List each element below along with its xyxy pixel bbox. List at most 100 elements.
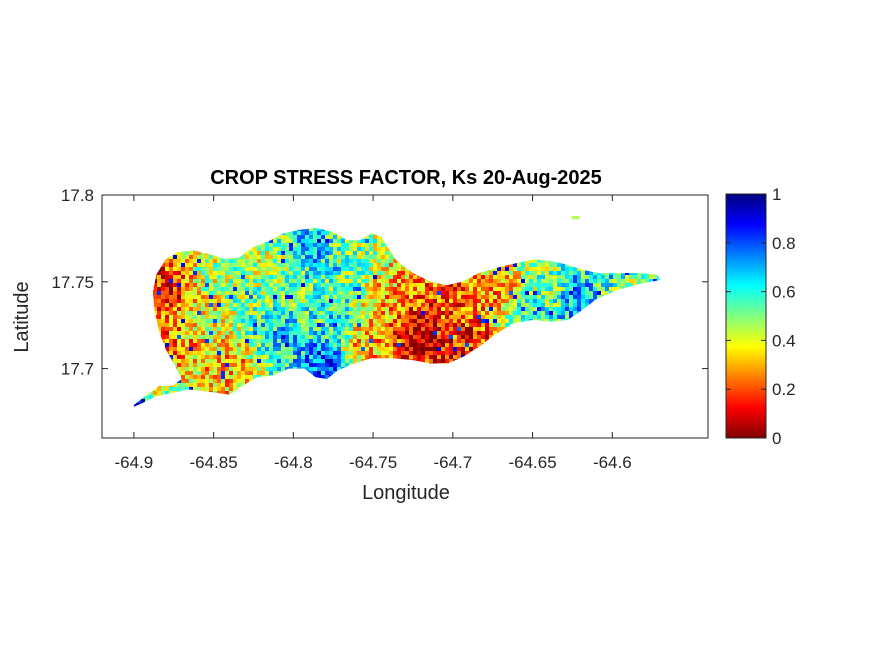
heatmap-cell <box>317 243 322 248</box>
heatmap-cell <box>201 331 206 336</box>
heatmap-cell <box>389 295 394 300</box>
chart-title: CROP STRESS FACTOR, Ks 20-Aug-2025 <box>210 167 602 189</box>
heatmap-cell <box>481 311 486 316</box>
heatmap-cell <box>545 295 550 300</box>
heatmap-cell <box>297 235 302 240</box>
heatmap-cell <box>397 335 402 340</box>
heatmap-cell <box>505 311 510 316</box>
heatmap-cell <box>377 351 382 356</box>
heatmap-cell <box>309 243 314 248</box>
heatmap-cell <box>285 307 290 312</box>
heatmap-cell <box>353 331 358 336</box>
heatmap-cell <box>301 359 306 364</box>
heatmap-cell <box>313 335 318 340</box>
heatmap-cell <box>377 235 382 240</box>
heatmap-cell <box>357 307 362 312</box>
heatmap-cell <box>329 311 334 316</box>
heatmap-cell <box>377 263 382 268</box>
heatmap-cell <box>321 299 326 304</box>
heatmap-cell <box>225 295 230 300</box>
heatmap-cell <box>397 263 402 268</box>
heatmap-cell <box>157 279 162 284</box>
heatmap-cell <box>249 299 254 304</box>
heatmap-cell <box>277 335 282 340</box>
heatmap-cell <box>481 299 486 304</box>
heatmap-cell <box>417 291 422 296</box>
heatmap-cell <box>489 275 494 280</box>
heatmap-cell <box>341 267 346 272</box>
heatmap-cell <box>629 283 634 288</box>
heatmap-cell <box>237 311 242 316</box>
heatmap-cell <box>509 319 514 324</box>
heatmap-cell <box>329 283 334 288</box>
heatmap-cell <box>281 275 286 280</box>
heatmap-cell <box>357 247 362 252</box>
heatmap-cell <box>557 271 562 276</box>
heatmap-cell <box>297 315 302 320</box>
heatmap-cell <box>201 347 206 352</box>
heatmap-cell <box>325 355 330 360</box>
heatmap-cell <box>625 279 630 284</box>
heatmap-cell <box>253 271 258 276</box>
heatmap-cell <box>465 323 470 328</box>
heatmap-cell <box>561 307 566 312</box>
heatmap-cell <box>185 367 190 372</box>
heatmap-cell <box>429 303 434 308</box>
heatmap-cell <box>349 359 354 364</box>
heatmap-cell <box>353 315 358 320</box>
heatmap-cell <box>253 303 258 308</box>
heatmap-cell <box>329 239 334 244</box>
heatmap-cell <box>469 307 474 312</box>
heatmap-cell <box>305 295 310 300</box>
heatmap-cell <box>393 287 398 292</box>
heatmap-cell <box>257 363 262 368</box>
heatmap-cell <box>265 351 270 356</box>
heatmap-cell <box>529 279 534 284</box>
heatmap-cell <box>161 303 166 308</box>
heatmap-cell <box>169 255 174 260</box>
heatmap-cell <box>325 259 330 264</box>
heatmap-cell <box>173 359 178 364</box>
heatmap-cell <box>237 343 242 348</box>
heatmap-cell <box>297 335 302 340</box>
heatmap-cell <box>553 295 558 300</box>
heatmap-cell <box>233 339 238 344</box>
heatmap-cell <box>285 311 290 316</box>
heatmap-cell <box>393 347 398 352</box>
heatmap-cell <box>205 371 210 376</box>
heatmap-cell <box>453 283 458 288</box>
heatmap-cell <box>241 287 246 292</box>
heatmap-cell <box>301 263 306 268</box>
heatmap-cell <box>473 295 478 300</box>
heatmap-cell <box>209 307 214 312</box>
heatmap-cell <box>217 359 222 364</box>
heatmap-cell <box>225 303 230 308</box>
heatmap-cell <box>193 307 198 312</box>
heatmap-cell <box>225 331 230 336</box>
heatmap-cell <box>645 279 650 284</box>
heatmap-cell <box>225 355 230 360</box>
heatmap-cell <box>313 239 318 244</box>
heatmap-cell <box>561 283 566 288</box>
heatmap-cell <box>233 283 238 288</box>
heatmap-cell <box>393 335 398 340</box>
heatmap-cell <box>501 307 506 312</box>
heatmap-cell <box>557 279 562 284</box>
heatmap-cell <box>309 351 314 356</box>
heatmap-cell <box>281 311 286 316</box>
heatmap-cell <box>161 331 166 336</box>
heatmap-cell <box>409 327 414 332</box>
heatmap-cell <box>369 339 374 344</box>
heatmap-cell <box>625 275 630 280</box>
heatmap-cell <box>165 303 170 308</box>
heatmap-cell <box>181 291 186 296</box>
heatmap-cell <box>481 319 486 324</box>
heatmap-cell <box>417 287 422 292</box>
heatmap-cell <box>557 263 562 268</box>
heatmap-cell <box>485 319 490 324</box>
heatmap-cell <box>253 287 258 292</box>
heatmap-cell <box>465 307 470 312</box>
heatmap-cell <box>545 279 550 284</box>
heatmap-cell <box>453 323 458 328</box>
heatmap-cell <box>477 299 482 304</box>
